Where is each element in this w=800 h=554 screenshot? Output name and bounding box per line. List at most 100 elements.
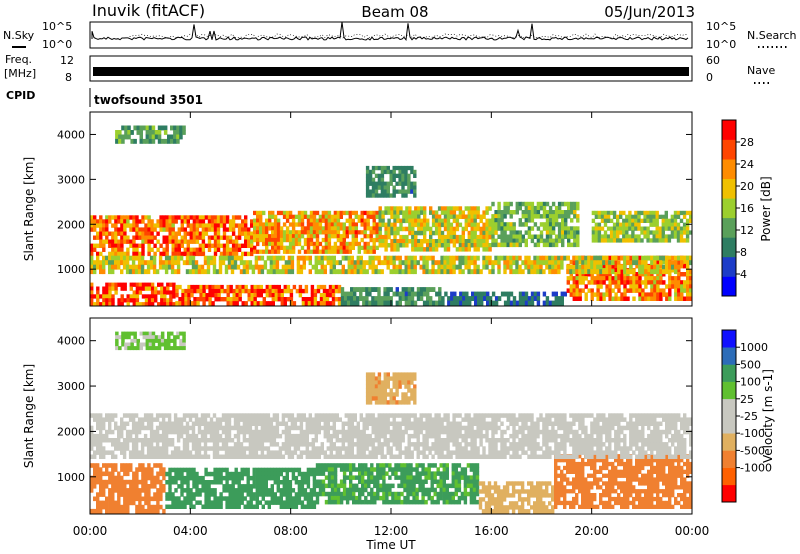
noise-tick-low-left: 10^0 (42, 38, 72, 51)
velocity-band-2 (315, 463, 480, 505)
freq-tick-8: 8 (65, 71, 72, 84)
freq-tick-12: 12 (60, 54, 74, 67)
freq-label-1: Freq. (5, 53, 32, 66)
power-ytick-label: 2000 (57, 218, 85, 231)
power-band-6 (253, 210, 379, 254)
velocity-colorbar-tick-label: -1000 (740, 462, 772, 475)
beam-title: Beam 08 (361, 3, 428, 21)
velocity-colorbar-swatch (722, 433, 736, 451)
noise-panel-frame (89, 21, 693, 49)
velocity-colorbar-swatch (722, 347, 736, 365)
power-band-3 (441, 291, 567, 306)
power-colorbar-label: Power [dB] (759, 176, 773, 241)
cpid-program: twofsound 3501 (94, 93, 203, 107)
power-colorbar-swatch (722, 120, 736, 140)
power-ytick-label: 1000 (57, 263, 85, 276)
power-colorbar-tick-label: 4 (740, 268, 747, 281)
power-y-axis: 1000 2000 3000 4000 (57, 128, 692, 276)
power-colorbar-swatch (722, 139, 736, 160)
velocity-band-6 (115, 331, 186, 351)
power-ytick-label: 3000 (57, 173, 85, 186)
velocity-colorbar-tick-label: 500 (740, 358, 761, 371)
power-colorbar-tick-label: 12 (740, 224, 754, 237)
velocity-colorbar-tick-label: -500 (740, 444, 765, 457)
velocity-y-axis: 1000 2000 3000 4000 (57, 335, 692, 484)
velocity-band-3 (478, 481, 555, 514)
power-colorbar-swatch (722, 237, 736, 258)
velocity-colorbar-tick-label: 25 (740, 393, 754, 406)
velocity-ytick-label: 1000 (57, 471, 85, 484)
nave-label: Nave (747, 64, 775, 77)
power-y-label: Slant Range [km] (22, 157, 36, 261)
power-colorbar-tick-label: 8 (740, 246, 747, 259)
power-band-11 (115, 125, 186, 144)
power-band-0 (90, 282, 176, 307)
x-tick-label: 08:00 (273, 524, 308, 538)
velocity-colorbar-tick-label: 1000 (740, 341, 768, 354)
power-heatmap (90, 125, 693, 307)
power-colorbar-swatch (722, 256, 736, 277)
x-axis: 00:00 04:00 08:00 12:00 16:00 20:00 00:00 (73, 112, 710, 538)
velocity-colorbar-swatch (722, 364, 736, 382)
velocity-colorbar-tick-label: -25 (740, 410, 758, 423)
velocity-ytick-label: 4000 (57, 335, 85, 348)
velocity-band-1 (165, 467, 317, 509)
power-band-2 (340, 287, 442, 306)
noise-search-series (129, 33, 689, 39)
power-colorbar-swatch (722, 276, 736, 297)
velocity-band-5 (90, 413, 693, 459)
velocity-colorbar-tick-label: -100 (740, 427, 765, 440)
x-tick-label: 00:00 (675, 524, 710, 538)
date-title: 05/Jun/2013 (604, 3, 695, 21)
noise-sky-series (91, 22, 689, 42)
freq-label-2: [MHz] (4, 67, 36, 80)
power-ytick-label: 4000 (57, 128, 85, 141)
velocity-colorbar-swatch (722, 416, 736, 434)
velocity-ytick-label: 2000 (57, 425, 85, 438)
velocity-band-0 (90, 463, 166, 514)
x-tick-label: 20:00 (574, 524, 609, 538)
nave-tick-0: 0 (706, 71, 713, 84)
power-band-12 (365, 165, 417, 198)
x-tick-label: 16:00 (474, 524, 509, 538)
power-band-10 (90, 255, 693, 275)
velocity-colorbar-tick-label: 100 (740, 376, 761, 389)
noise-right-label: N.Search (747, 29, 797, 42)
velocity-colorbar-label: Velocity [m s-1] (761, 369, 775, 463)
power-colorbar-swatch (722, 178, 736, 199)
power-colorbar-tick-label: 24 (740, 158, 754, 171)
velocity-colorbar-swatch (722, 450, 736, 468)
power-colorbar-tick-label: 20 (740, 180, 754, 193)
velocity-band-4 (554, 454, 693, 509)
x-tick-label: 12:00 (374, 524, 409, 538)
velocity-colorbar-swatch (722, 467, 736, 486)
power-band-5 (90, 215, 254, 257)
cpid-label: CPID (6, 89, 35, 102)
power-band-1 (175, 284, 342, 306)
velocity-colorbar-swatch (722, 484, 736, 503)
power-colorbar-tick-label: 16 (740, 202, 754, 215)
power-colorbar-swatch (722, 198, 736, 219)
x-tick-label: 04:00 (173, 524, 208, 538)
x-axis-label: Time UT (365, 538, 416, 552)
velocity-heatmap (90, 331, 693, 514)
freq-panel-frame (89, 55, 693, 82)
noise-tick-low-right: 10^0 (706, 38, 736, 51)
freq-trace (93, 67, 689, 76)
nave-tick-60: 60 (706, 54, 720, 67)
velocity-ytick-label: 3000 (57, 380, 85, 393)
power-colorbar-swatch (722, 159, 736, 179)
noise-trace (91, 22, 689, 42)
noise-left-label: N.Sky (3, 29, 35, 42)
station-title: Inuvik (fitACF) (92, 1, 205, 20)
power-band-9 (591, 210, 693, 243)
power-colorbar-swatch (722, 217, 736, 238)
x-tick-label: 00:00 (73, 524, 108, 538)
power-band-7 (378, 206, 492, 252)
velocity-colorbar-swatch (722, 398, 736, 417)
velocity-y-label: Slant Range [km] (22, 364, 36, 468)
power-colorbar: 4 8 12 16 20 24 28 (721, 119, 754, 297)
velocity-colorbar-swatch (722, 381, 736, 400)
velocity-colorbar-swatch (722, 330, 736, 348)
power-colorbar-tick-label: 28 (740, 136, 754, 149)
